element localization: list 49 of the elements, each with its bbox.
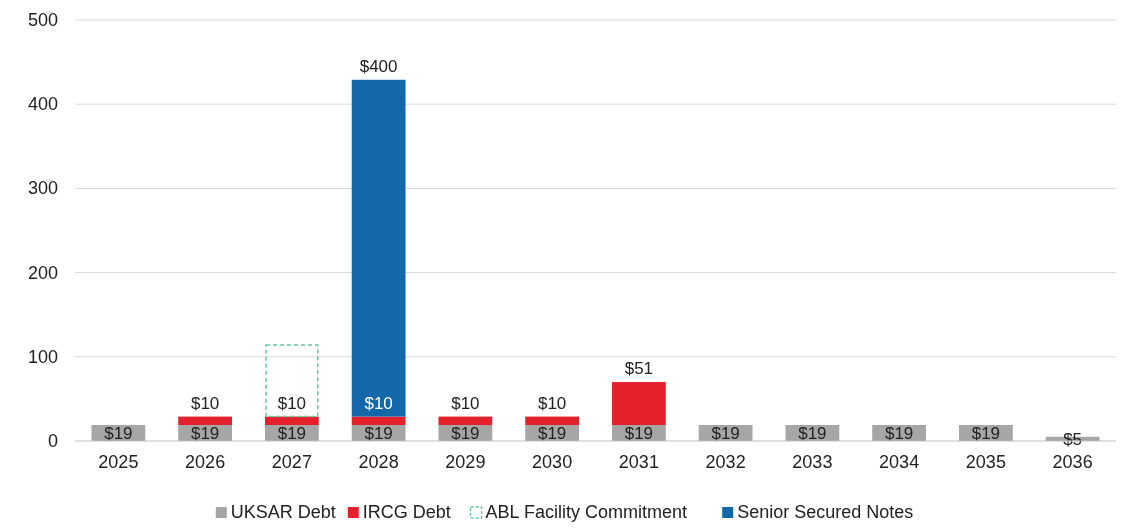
- x-tick-label: 2028: [358, 452, 399, 472]
- data-label: $19: [190, 424, 220, 443]
- x-tick-label: 2031: [618, 452, 659, 472]
- data-label: $5: [1063, 429, 1083, 449]
- bar: [265, 344, 319, 418]
- legend-label: UKSAR Debt: [230, 502, 336, 522]
- data-label: $10: [451, 393, 480, 413]
- x-tick-label: 2030: [532, 452, 573, 472]
- bar: [611, 382, 666, 425]
- data-label: $19: [624, 424, 654, 443]
- x-tick-label: 2026: [185, 452, 226, 472]
- legend-label: IRCG Debt: [362, 502, 451, 522]
- y-tick-label: 400: [27, 94, 58, 115]
- data-label: $19: [451, 424, 480, 443]
- x-tick-label: 2027: [271, 452, 312, 472]
- legend-label: ABL Facility Commitment: [485, 502, 687, 522]
- data-label: $10: [190, 393, 220, 413]
- data-label: $10: [277, 393, 307, 413]
- bar: [264, 416, 319, 425]
- bar: [351, 416, 406, 425]
- y-tick-label: 200: [27, 262, 58, 283]
- data-label: $10: [537, 393, 567, 413]
- x-tick-label: 2025: [98, 452, 139, 472]
- data-label: $19: [798, 424, 827, 443]
- data-label: $51: [624, 359, 654, 379]
- y-tick-label: 0: [47, 431, 58, 451]
- data-label: $19: [277, 424, 307, 443]
- data-label: $400: [359, 56, 398, 76]
- y-tick-label: 100: [27, 346, 58, 367]
- data-label: $19: [364, 424, 393, 443]
- bar: [351, 79, 406, 417]
- data-label: $10: [364, 393, 393, 413]
- data-label: $19: [711, 424, 740, 443]
- x-tick-label: 2032: [705, 452, 746, 472]
- data-label: $19: [971, 424, 1001, 443]
- bar: [438, 416, 493, 425]
- x-tick-label: 2036: [1052, 452, 1093, 472]
- bar: [178, 416, 233, 425]
- x-tick-label: 2035: [965, 452, 1006, 472]
- data-label: $19: [104, 424, 133, 443]
- x-tick-label: 2033: [792, 452, 833, 472]
- data-label: $19: [884, 424, 914, 443]
- y-tick-label: 500: [27, 10, 58, 30]
- x-tick-label: 2029: [445, 452, 486, 472]
- legend-label: Senior Secured Notes: [737, 502, 914, 522]
- bar: [525, 416, 580, 425]
- y-tick-label: 300: [27, 178, 58, 199]
- data-label: $19: [537, 424, 567, 443]
- x-tick-label: 2034: [879, 452, 920, 472]
